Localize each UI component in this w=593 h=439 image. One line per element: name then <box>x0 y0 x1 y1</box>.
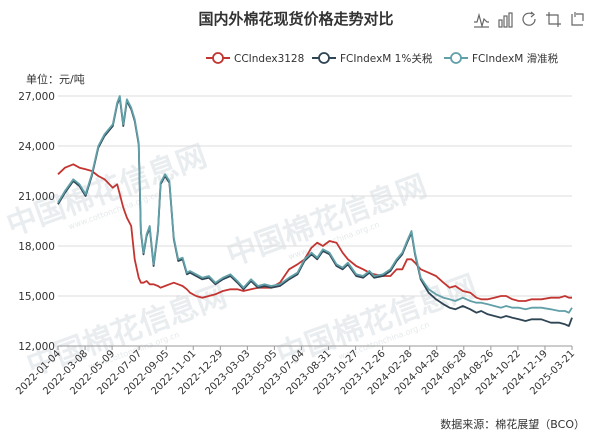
toolbar <box>474 11 584 29</box>
legend-marker <box>450 52 462 64</box>
grid <box>58 95 572 347</box>
y-tick-label: 27,000 <box>18 91 55 103</box>
zoom-reset-icon[interactable] <box>571 12 584 26</box>
zoom-icon[interactable] <box>546 12 561 27</box>
y-tick-label: 12,000 <box>18 341 55 353</box>
y-tick-label: 24,000 <box>18 141 55 153</box>
legend-marker <box>212 52 224 64</box>
source-note: 数据来源：棉花展望（BCO） <box>440 417 585 431</box>
y-tick-label: 15,000 <box>18 291 55 303</box>
series-layer <box>57 95 573 327</box>
legend-label: FCIndexM 1%关税 <box>340 52 433 65</box>
legend: CCIndex3128 FCIndexM 1%关税 FCIndexM 滑准税 <box>206 52 559 65</box>
unit-label: 单位：元/吨 <box>26 72 85 86</box>
restore-icon[interactable] <box>522 11 536 26</box>
y-tick-label: 18,000 <box>18 241 55 253</box>
legend-item-2[interactable]: FCIndexM 1%关税 <box>312 52 433 65</box>
chart-title: 国内外棉花现货价格走势对比 <box>198 10 393 28</box>
series-line-1 <box>57 163 572 302</box>
series-line-3 <box>57 95 573 314</box>
legend-marker <box>318 52 330 64</box>
bar-chart-icon[interactable] <box>498 12 513 28</box>
legend-item-1[interactable]: CCIndex3128 <box>206 52 304 65</box>
legend-label: CCIndex3128 <box>234 53 304 65</box>
legend-item-3[interactable]: FCIndexM 滑准税 <box>444 52 559 65</box>
y-axis: 12,000 15,000 18,000 21,000 24,000 27,000 <box>18 91 55 353</box>
y-tick-label: 21,000 <box>18 191 55 203</box>
legend-label: FCIndexM 滑准税 <box>472 52 559 65</box>
data-view-icon[interactable] <box>474 12 489 29</box>
